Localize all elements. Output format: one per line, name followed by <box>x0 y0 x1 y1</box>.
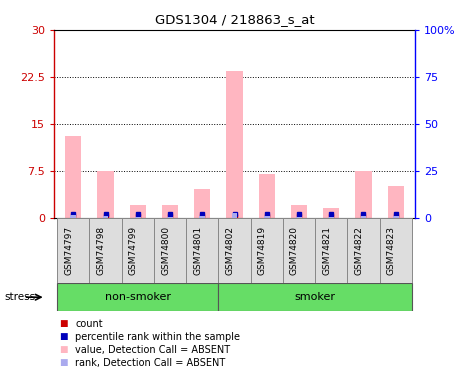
Text: GSM74799: GSM74799 <box>129 226 138 275</box>
Bar <box>227 70 242 217</box>
FancyBboxPatch shape <box>219 217 250 283</box>
Bar <box>259 174 275 217</box>
Text: GDS1304 / 218863_s_at: GDS1304 / 218863_s_at <box>155 13 314 26</box>
Text: ■: ■ <box>59 319 67 328</box>
Text: ■: ■ <box>59 358 67 367</box>
FancyBboxPatch shape <box>154 217 186 283</box>
Text: value, Detection Call = ABSENT: value, Detection Call = ABSENT <box>75 345 230 355</box>
Text: GSM74800: GSM74800 <box>161 226 170 275</box>
Text: GSM74801: GSM74801 <box>193 226 202 275</box>
Text: ■: ■ <box>59 345 67 354</box>
Bar <box>232 213 237 217</box>
Text: GSM74823: GSM74823 <box>387 226 396 275</box>
Text: GSM74820: GSM74820 <box>290 226 299 275</box>
FancyBboxPatch shape <box>90 217 121 283</box>
Bar <box>70 214 76 217</box>
Text: GSM74798: GSM74798 <box>97 226 106 275</box>
FancyBboxPatch shape <box>57 283 219 311</box>
Text: GSM74819: GSM74819 <box>258 226 267 275</box>
Bar <box>264 216 270 217</box>
FancyBboxPatch shape <box>315 217 348 283</box>
Text: stress: stress <box>5 292 36 302</box>
FancyBboxPatch shape <box>186 217 219 283</box>
Text: rank, Detection Call = ABSENT: rank, Detection Call = ABSENT <box>75 358 225 368</box>
Text: count: count <box>75 319 103 329</box>
FancyBboxPatch shape <box>57 217 90 283</box>
Bar <box>393 216 399 217</box>
FancyBboxPatch shape <box>283 217 315 283</box>
Text: GSM74802: GSM74802 <box>226 226 234 275</box>
Bar <box>361 216 366 217</box>
Text: GSM74821: GSM74821 <box>322 226 331 275</box>
Bar <box>199 216 205 217</box>
Bar <box>130 205 146 218</box>
Bar <box>356 171 371 217</box>
Text: ■: ■ <box>59 332 67 341</box>
Text: GSM74797: GSM74797 <box>64 226 73 275</box>
FancyBboxPatch shape <box>121 217 154 283</box>
Bar <box>323 208 339 218</box>
Bar <box>162 205 178 218</box>
Bar <box>291 205 307 218</box>
Bar <box>103 216 108 217</box>
Text: GSM74822: GSM74822 <box>355 226 363 275</box>
Bar <box>65 136 81 218</box>
Text: percentile rank within the sample: percentile rank within the sample <box>75 332 240 342</box>
FancyBboxPatch shape <box>219 283 412 311</box>
Text: non-smoker: non-smoker <box>105 292 171 302</box>
Bar <box>388 186 404 218</box>
FancyBboxPatch shape <box>379 217 412 283</box>
Text: smoker: smoker <box>295 292 336 302</box>
Bar <box>194 189 210 217</box>
FancyBboxPatch shape <box>348 217 379 283</box>
FancyBboxPatch shape <box>250 217 283 283</box>
Bar <box>98 171 113 217</box>
